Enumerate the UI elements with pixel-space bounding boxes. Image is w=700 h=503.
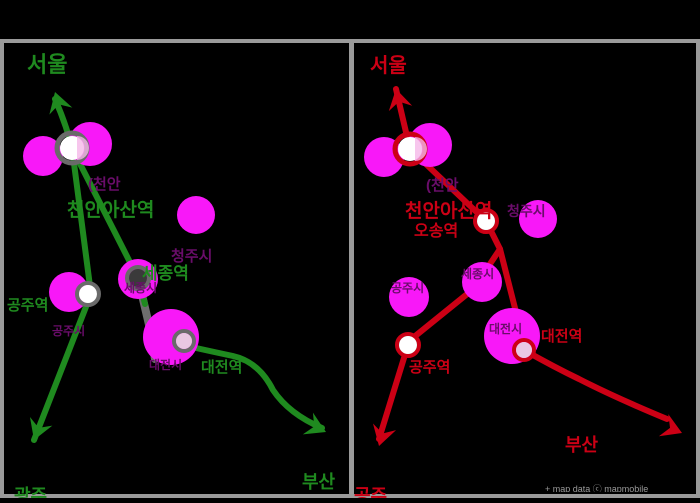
svg-text:세종시: 세종시: [461, 266, 494, 281]
svg-text:대전시: 대전시: [489, 321, 522, 336]
svg-text:(천안: (천안: [426, 176, 459, 194]
svg-text:공주역: 공주역: [409, 359, 450, 376]
svg-text:대전시: 대전시: [149, 357, 182, 372]
svg-text:(천안: (천안: [88, 175, 121, 193]
svg-text:천안아산역: 천안아산역: [67, 199, 154, 221]
svg-text:대전역: 대전역: [201, 359, 242, 376]
svg-text:서울: 서울: [27, 52, 67, 77]
svg-text:광주: 광주: [14, 486, 47, 498]
svg-text:천안아산역: 천안아산역: [405, 200, 492, 222]
svg-text:세종역: 세종역: [142, 264, 189, 283]
svg-text:부산: 부산: [302, 472, 336, 492]
svg-text:대전역: 대전역: [541, 328, 582, 345]
svg-text:공주시: 공주시: [391, 281, 424, 295]
svg-text:오송역: 오송역: [414, 222, 458, 240]
svg-text:공주: 공주: [354, 486, 387, 498]
svg-text:공주시: 공주시: [52, 324, 85, 338]
svg-text:청주시: 청주시: [507, 203, 546, 219]
svg-text:공주역: 공주역: [7, 297, 48, 314]
svg-text:청주시: 청주시: [171, 248, 212, 265]
svg-text:서울: 서울: [370, 54, 407, 77]
svg-text:부산: 부산: [565, 435, 599, 455]
